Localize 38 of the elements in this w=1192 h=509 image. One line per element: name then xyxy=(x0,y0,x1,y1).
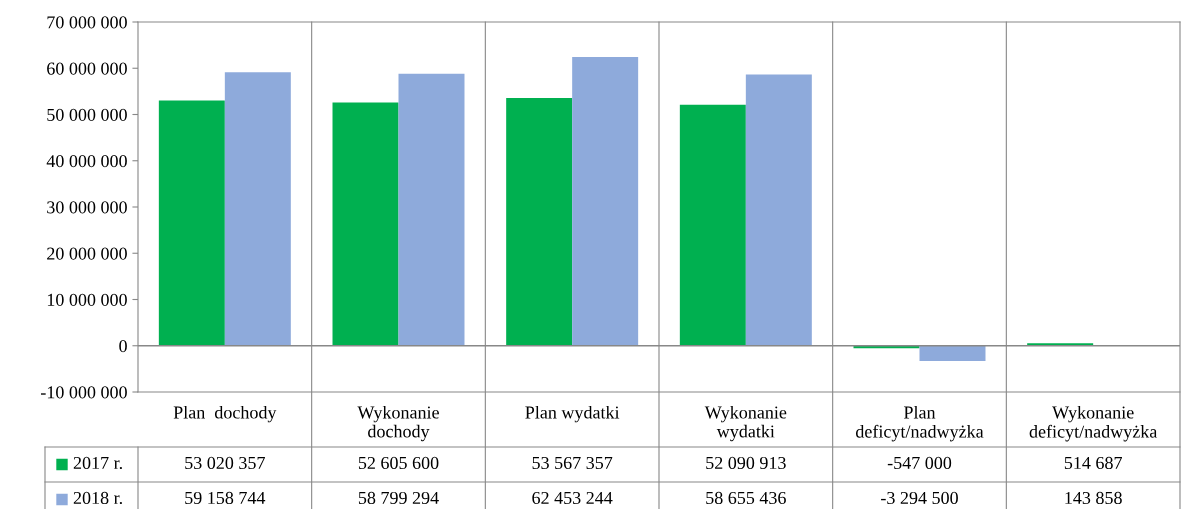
x-tick-label: Wykonanie wydatki xyxy=(704,405,787,442)
legend-label: 2017 r. xyxy=(73,456,122,470)
data-label: 53 020 357 xyxy=(185,456,265,470)
x-tick-label: Wykonanie deficyt/nadwyżka xyxy=(1029,405,1158,442)
y-tick-label: 40 000 000 xyxy=(46,155,127,168)
y-tick-label: 30 000 000 xyxy=(47,201,127,214)
bar xyxy=(506,98,573,346)
x-tick-label: Wykonanie dochody xyxy=(357,405,439,442)
x-tick-label: Plan wydatki xyxy=(525,405,620,423)
y-tick-label: 0 xyxy=(119,340,127,353)
bar xyxy=(572,56,639,346)
bar xyxy=(398,73,465,346)
data-label: 53 567 357 xyxy=(532,456,613,470)
legend-label: 2018 r. xyxy=(73,491,122,505)
bar xyxy=(679,104,746,346)
bar xyxy=(158,100,225,346)
data-label: -547 000 xyxy=(887,456,952,470)
data-label: 514 687 xyxy=(1064,456,1122,470)
x-tick-label: Plan deficyt/nadwyżka xyxy=(855,405,984,442)
y-tick-label: -10 000 000 xyxy=(40,386,127,399)
y-tick-label: 20 000 000 xyxy=(47,247,127,260)
data-label: 58 655 436 xyxy=(706,491,786,505)
data-label: 52 090 913 xyxy=(706,456,786,470)
data-label: 62 453 244 xyxy=(532,491,613,505)
y-tick-label: 70 000 000 xyxy=(47,16,127,29)
data-label: 58 799 294 xyxy=(358,491,439,505)
bar xyxy=(919,345,986,361)
bar xyxy=(224,72,291,346)
x-tick-label: Plan dochody xyxy=(173,405,277,423)
bar xyxy=(745,74,812,346)
data-label: -3 294 500 xyxy=(881,491,958,505)
y-tick-label: 60 000 000 xyxy=(47,62,127,75)
y-tick-label: 50 000 000 xyxy=(47,108,127,121)
data-label: 59 158 744 xyxy=(185,491,266,505)
bar xyxy=(332,102,399,346)
y-tick-label: 10 000 000 xyxy=(47,293,127,306)
data-label: 52 605 600 xyxy=(358,456,439,470)
data-label: 143 858 xyxy=(1065,491,1122,505)
